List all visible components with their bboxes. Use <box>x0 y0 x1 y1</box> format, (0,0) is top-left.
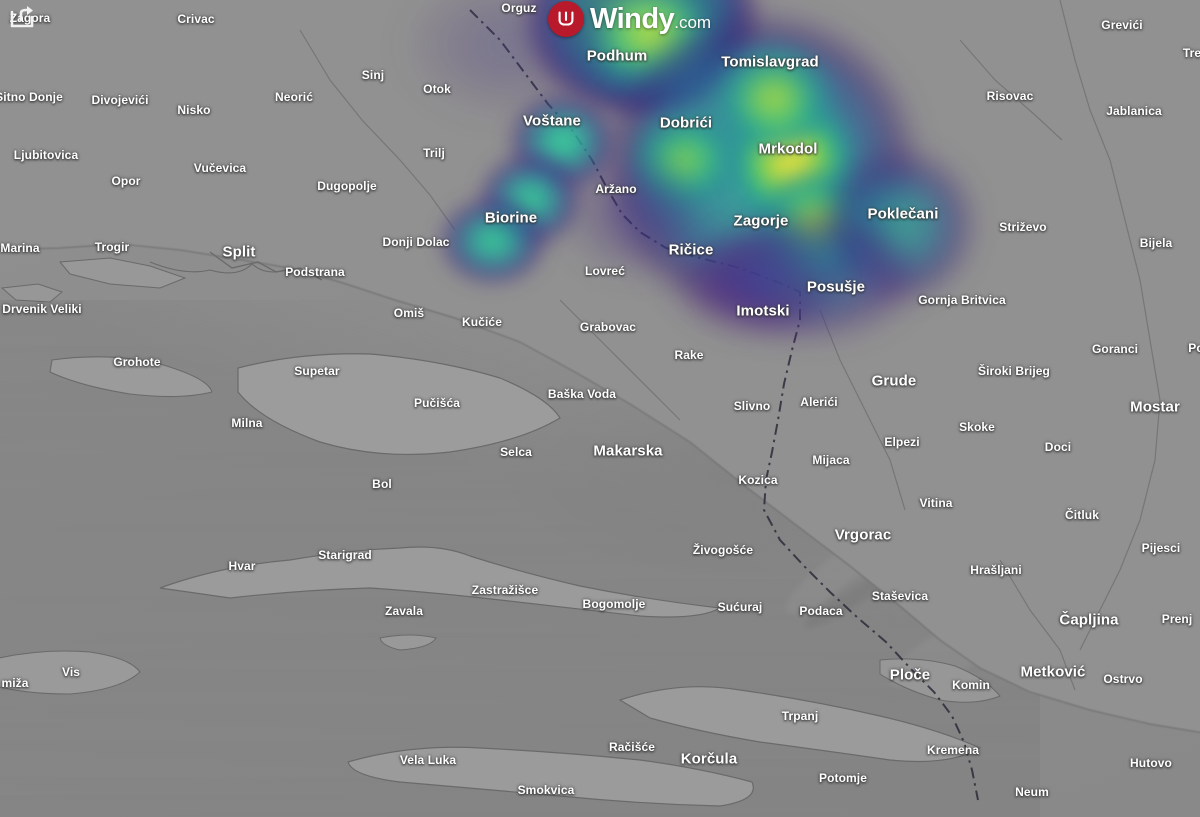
radar-core-dobrici <box>630 110 740 210</box>
radar-cell-donji-dolac <box>438 196 548 286</box>
windy-wordmark: Windy .com <box>590 3 711 36</box>
share-icon[interactable] <box>8 3 36 29</box>
timeline-bar: 16:31 - Prije 1h 3m <box>0 767 1200 817</box>
radar-core-tomislavgrad <box>714 44 834 154</box>
windy-brand-tld: .com <box>674 12 712 32</box>
windy-badge-icon <box>548 1 584 37</box>
radar-cell-imotski <box>672 228 842 338</box>
windy-logo[interactable]: Windy .com <box>548 0 711 38</box>
windy-brand-name: Windy <box>590 2 675 35</box>
radar-cell-arzano-haze <box>560 150 710 280</box>
